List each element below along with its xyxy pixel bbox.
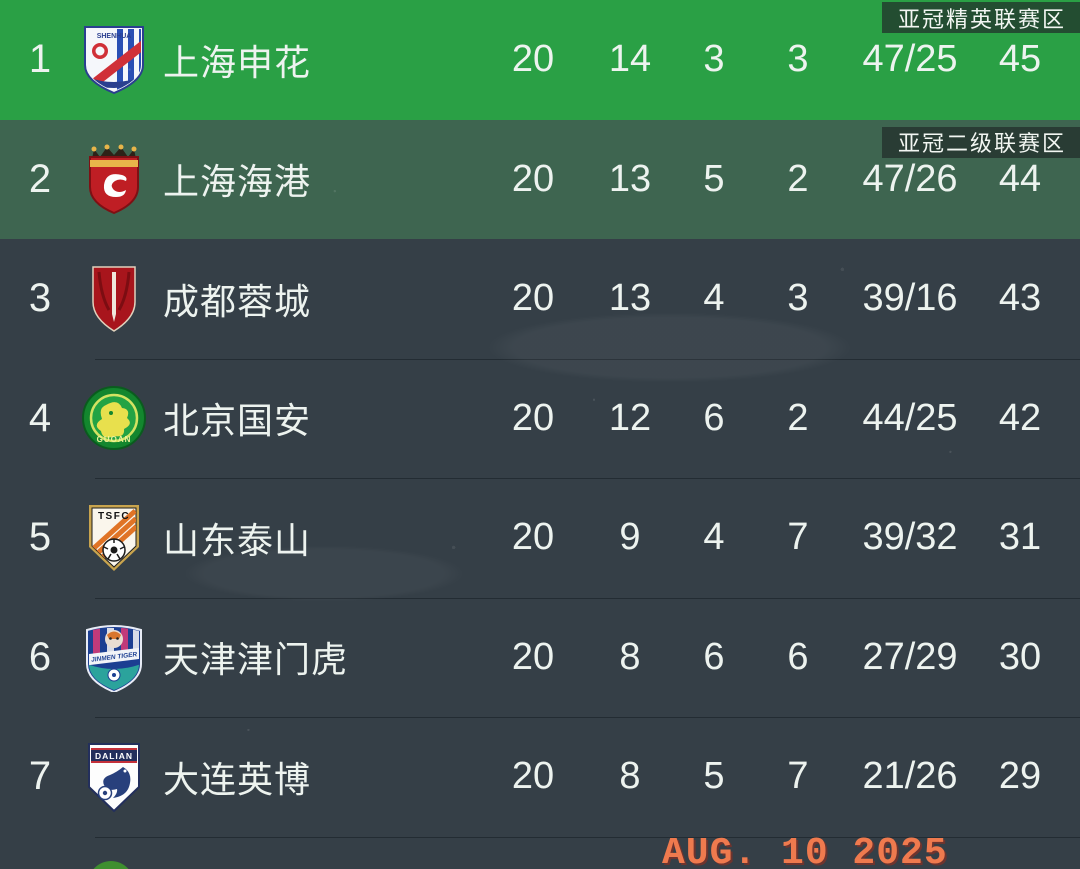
crest-text: DALIAN — [95, 751, 133, 761]
team-name: 北京国安 — [163, 400, 312, 442]
wins: 13 — [608, 277, 652, 320]
zone-badge-label: 亚冠二级联赛区 — [897, 131, 1066, 156]
draws: 4 — [703, 516, 725, 559]
table-row-2: 2 上海海港 20 13 5 2 47/26 44 亚冠二级联赛区 — [0, 119, 1080, 239]
goals-for-against: 47/26 — [862, 157, 958, 200]
matches-played: 20 — [511, 755, 555, 798]
team-name: 上海申花 — [163, 41, 312, 83]
matches-played: 20 — [511, 38, 555, 81]
crest-text: SHENHUA — [97, 33, 132, 40]
goals-for-against: 39/32 — [862, 516, 958, 559]
team-name: 山东泰山 — [163, 519, 312, 561]
rank-number: 1 — [28, 37, 52, 82]
wins: 13 — [608, 157, 652, 200]
team-name: 上海海港 — [163, 161, 312, 203]
matches-played: 20 — [511, 157, 555, 200]
date-stamp: AUG. 10 2025 — [662, 832, 948, 869]
draws: 5 — [703, 157, 725, 200]
draws: 6 — [703, 635, 725, 678]
points: 30 — [998, 635, 1042, 678]
rank-number: 4 — [28, 395, 52, 440]
points: 29 — [998, 755, 1042, 798]
goals-for-against: 44/25 — [862, 396, 958, 439]
goals-for-against: 39/16 — [862, 277, 958, 320]
draws: 5 — [703, 755, 725, 798]
goals-for-against: 27/29 — [862, 635, 958, 678]
draws: 3 — [703, 38, 725, 81]
points: 43 — [998, 277, 1042, 320]
crest-text: TSFC — [98, 511, 130, 522]
goals-for-against: 21/26 — [862, 755, 958, 798]
rank-number: 7 — [28, 754, 52, 799]
matches-played: 20 — [511, 516, 555, 559]
points: 31 — [998, 516, 1042, 559]
draws: 6 — [703, 396, 725, 439]
table-row-3: 3 成都蓉城 20 13 4 3 39/16 43 — [0, 239, 1080, 359]
table-row-4: 4 GUOAN 北京国安 20 12 6 2 44/25 42 — [0, 358, 1080, 479]
team-name: 大连英博 — [163, 758, 312, 800]
wins: 12 — [608, 396, 652, 439]
beijing-guoan-crest-icon: GUOAN — [80, 378, 148, 458]
points: 42 — [998, 396, 1042, 439]
wins: 8 — [619, 755, 641, 798]
table-row-7: 7 DALIAN 大连英博 20 8 5 7 21/26 29 — [0, 717, 1080, 837]
zone-badge-acl-elite: 亚冠精英联赛区 — [881, 2, 1080, 33]
points: 45 — [998, 38, 1042, 81]
losses: 7 — [787, 516, 809, 559]
zone-badge-acl-two: 亚冠二级联赛区 — [881, 126, 1080, 158]
draws: 4 — [703, 277, 725, 320]
losses: 2 — [787, 157, 809, 200]
dalian-yingbo-crest-icon: DALIAN — [80, 737, 148, 817]
wins: 14 — [608, 38, 652, 81]
losses: 2 — [787, 396, 809, 439]
crest-text: GUOAN — [97, 435, 132, 444]
shanghai-shenhua-crest-icon: SHENHUA — [80, 20, 148, 100]
matches-played: 20 — [511, 396, 555, 439]
wins: 9 — [619, 516, 641, 559]
chengdu-rongcheng-crest-icon — [80, 259, 148, 339]
losses: 3 — [787, 277, 809, 320]
rank-number: 2 — [28, 156, 52, 201]
losses: 3 — [787, 38, 809, 81]
table-row-1: 1 SHENHUA 上海申花 20 14 3 3 47/25 — [0, 0, 1080, 120]
shandong-taishan-crest-icon: TSFC — [80, 498, 148, 578]
table-row-6: 6 JINMEN TIGER — [0, 597, 1080, 718]
tianjin-jinmen-tiger-crest-icon: JINMEN TIGER — [80, 617, 148, 697]
table-row-5: 5 TSFC 山东泰山 20 9 4 7 39/32 31 — [0, 478, 1080, 598]
losses: 6 — [787, 635, 809, 678]
team-name: 成都蓉城 — [163, 280, 312, 322]
shanghai-port-crest-icon — [80, 139, 148, 219]
losses: 7 — [787, 755, 809, 798]
points: 44 — [998, 157, 1042, 200]
rank-number: 3 — [28, 276, 52, 321]
rank-number: 6 — [28, 634, 52, 679]
wins: 8 — [619, 635, 641, 678]
team-name: 天津津门虎 — [163, 639, 349, 681]
goals-for-against: 47/25 — [862, 38, 958, 81]
matches-played: 20 — [511, 277, 555, 320]
matches-played: 20 — [511, 635, 555, 678]
next-team-crest-sliver-icon — [88, 860, 134, 869]
rank-number: 5 — [28, 515, 52, 560]
zone-badge-label: 亚冠精英联赛区 — [897, 6, 1066, 32]
table-row-8-partial — [0, 836, 1080, 869]
